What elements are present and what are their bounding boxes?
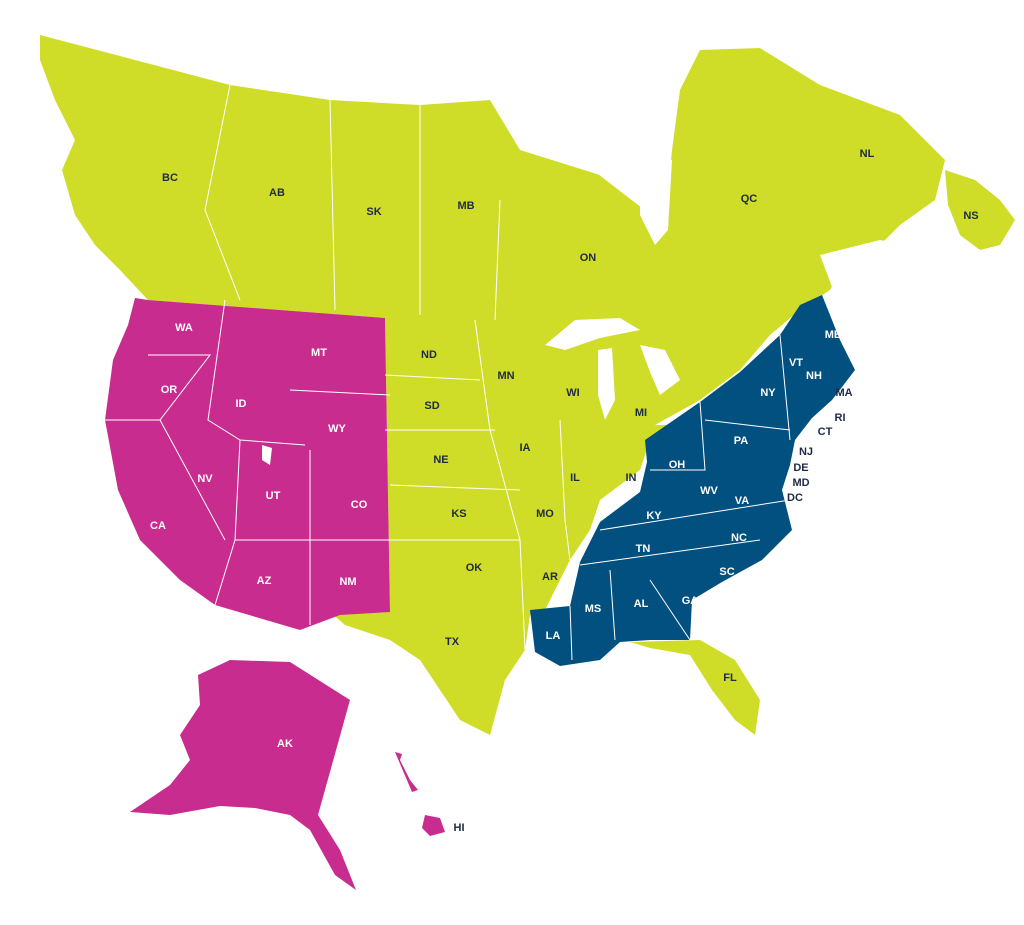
label-nj: NJ xyxy=(799,446,813,458)
label-tn: TN xyxy=(636,543,651,555)
label-me: ME xyxy=(825,329,842,341)
lake-superior xyxy=(545,318,640,350)
gulf-st-lawrence-water xyxy=(820,240,930,295)
label-ms: MS xyxy=(585,603,602,615)
label-dc: DC xyxy=(787,492,803,504)
label-ct: CT xyxy=(818,426,833,438)
label-wv: WV xyxy=(700,485,718,497)
great-salt-lake xyxy=(262,445,272,465)
alaska[interactable] xyxy=(130,660,356,890)
label-md: MD xyxy=(792,477,809,489)
label-ia: IA xyxy=(520,442,531,454)
label-in: IN xyxy=(626,472,637,484)
label-sc: SC xyxy=(719,566,734,578)
hawaii-islands[interactable] xyxy=(395,752,418,792)
label-al: AL xyxy=(634,598,649,610)
label-id: ID xyxy=(236,398,247,410)
label-tx: TX xyxy=(445,636,460,648)
florida-landmass[interactable] xyxy=(630,640,760,735)
label-ma: MA xyxy=(835,387,852,399)
region-navy-east[interactable] xyxy=(530,295,855,666)
label-hi: HI xyxy=(454,822,465,834)
label-nc: NC xyxy=(731,532,747,544)
lake-huron xyxy=(640,345,680,395)
label-wi: WI xyxy=(566,387,579,399)
label-ne: NE xyxy=(433,454,448,466)
label-ks: KS xyxy=(451,508,466,520)
state-borders xyxy=(105,84,791,661)
lake-michigan xyxy=(598,348,615,420)
label-nl: NL xyxy=(860,148,875,160)
region-lime[interactable] xyxy=(40,35,945,735)
nova-scotia-landmass[interactable] xyxy=(945,170,1015,250)
label-va: VA xyxy=(735,495,750,507)
label-ky: KY xyxy=(646,510,662,522)
label-ns: NS xyxy=(963,210,978,222)
label-mi: MI xyxy=(635,407,647,419)
label-vt: VT xyxy=(789,357,803,369)
label-ca: CA xyxy=(150,520,166,532)
label-sk: SK xyxy=(366,206,381,218)
label-il: IL xyxy=(570,472,580,484)
label-la: LA xyxy=(546,630,561,642)
label-nh: NH xyxy=(806,370,822,382)
label-mt: MT xyxy=(311,347,327,359)
label-wy: WY xyxy=(328,423,346,435)
label-nm: NM xyxy=(339,576,356,588)
label-pa: PA xyxy=(734,435,749,447)
label-az: AZ xyxy=(257,575,272,587)
label-co: CO xyxy=(351,499,368,511)
label-ok: OK xyxy=(466,562,483,574)
region-magenta-west[interactable] xyxy=(105,298,390,630)
label-oh: OH xyxy=(669,459,686,471)
label-bc: BC xyxy=(162,172,178,184)
label-ak: AK xyxy=(277,738,293,750)
hawaii[interactable] xyxy=(422,815,445,836)
label-on: ON xyxy=(580,252,597,264)
label-mo: MO xyxy=(536,508,554,520)
label-ny: NY xyxy=(760,387,776,399)
label-fl: FL xyxy=(723,672,737,684)
label-mn: MN xyxy=(497,370,514,382)
label-de: DE xyxy=(793,462,808,474)
label-ga: GA xyxy=(682,595,699,607)
label-ut: UT xyxy=(266,490,281,502)
label-mb: MB xyxy=(457,200,474,212)
label-ar: AR xyxy=(542,571,558,583)
label-sd: SD xyxy=(424,400,439,412)
label-ab: AB xyxy=(269,187,285,199)
label-or: OR xyxy=(161,384,178,396)
label-wa: WA xyxy=(175,322,193,334)
label-qc: QC xyxy=(741,193,758,205)
label-nv: NV xyxy=(197,473,213,485)
label-nd: ND xyxy=(421,349,437,361)
label-ri: RI xyxy=(835,412,846,424)
